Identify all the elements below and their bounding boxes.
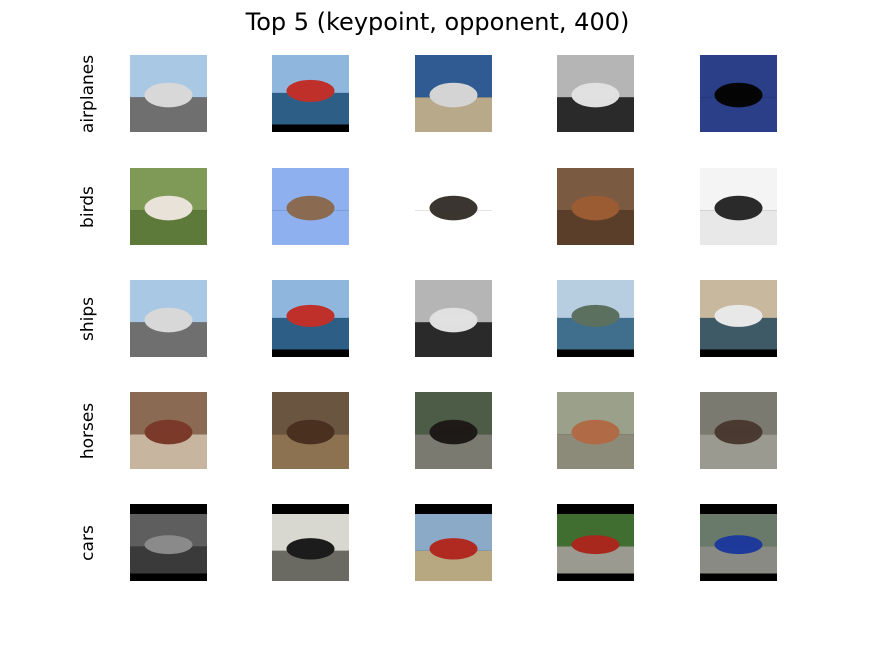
bird-on-wire-image [415, 168, 492, 245]
horse-carriage-image [415, 392, 492, 469]
row-label-birds: birds [76, 147, 100, 267]
airplane-silhouette-image [700, 55, 777, 132]
grayscale-ship-image [415, 280, 492, 357]
airplane-desert-image [415, 55, 492, 132]
row-label-ships: ships [76, 259, 100, 379]
row-label-airplanes: airplanes [76, 34, 100, 154]
black-sports-car-image [272, 504, 349, 581]
bird-in-tree-image [557, 392, 634, 469]
blue-coupe-image [700, 504, 777, 581]
airplane-white-sky-image [700, 168, 777, 245]
airplane-on-tarmac-image [130, 280, 207, 357]
red-classic-car-image [557, 504, 634, 581]
grayscale-ship-image [557, 55, 634, 132]
horse-parade-image [130, 392, 207, 469]
red-biplane-image [415, 504, 492, 581]
bird-in-flight-image [272, 168, 349, 245]
airplane-on-tarmac-image [130, 55, 207, 132]
row-label-horses: horses [76, 371, 100, 491]
ferry-ship-image [700, 280, 777, 357]
gray-concept-car-image [130, 504, 207, 581]
horse-herd-image [272, 392, 349, 469]
horse-in-field-image [130, 168, 207, 245]
red-ship-image [272, 280, 349, 357]
red-ship-image [272, 55, 349, 132]
cargo-ship-image [557, 280, 634, 357]
figure-title: Top 5 (keypoint, opponent, 400) [0, 8, 875, 36]
rodeo-horse-image [557, 168, 634, 245]
row-label-cars: cars [76, 483, 100, 603]
horse-cart-image [700, 392, 777, 469]
